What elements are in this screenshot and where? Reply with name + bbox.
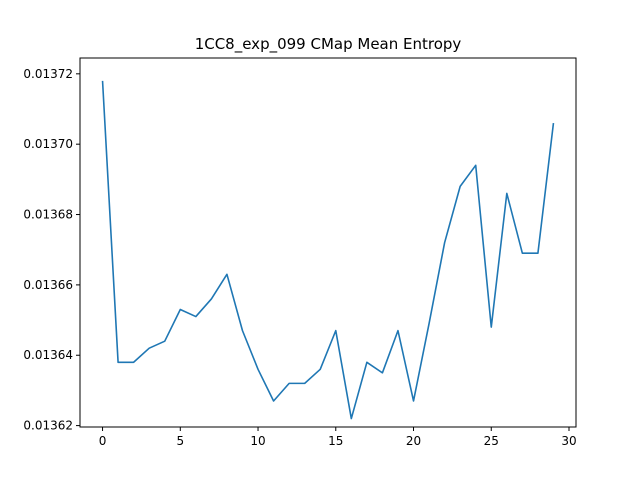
x-tick-label: 5 [176, 434, 184, 448]
y-tick-label: 0.01372 [23, 67, 73, 81]
series-line-0 [101, 80, 555, 420]
y-tick-label: 0.01366 [23, 278, 73, 292]
x-tick-label: 10 [250, 434, 265, 448]
chart-title: 1CC8_exp_099 CMap Mean Entropy [195, 35, 462, 54]
x-tick-label: 0 [99, 434, 107, 448]
x-tick-label: 15 [328, 434, 343, 448]
x-axis: 0 5 10 15 20 25 30 [99, 427, 577, 448]
x-tick-label: 30 [561, 434, 576, 448]
y-tick-label: 0.01370 [23, 137, 73, 151]
plot-frame [79, 57, 577, 428]
y-tick-label: 0.01368 [23, 208, 73, 222]
y-axis: 0.01362 0.01364 0.01366 0.01368 0.01370 0.013… [23, 67, 80, 433]
x-tick-label: 20 [406, 434, 421, 448]
x-tick-label: 25 [484, 434, 499, 448]
y-tick-label: 0.01364 [23, 348, 73, 362]
plot-area [101, 80, 555, 420]
y-tick-label: 0.01362 [23, 419, 73, 433]
